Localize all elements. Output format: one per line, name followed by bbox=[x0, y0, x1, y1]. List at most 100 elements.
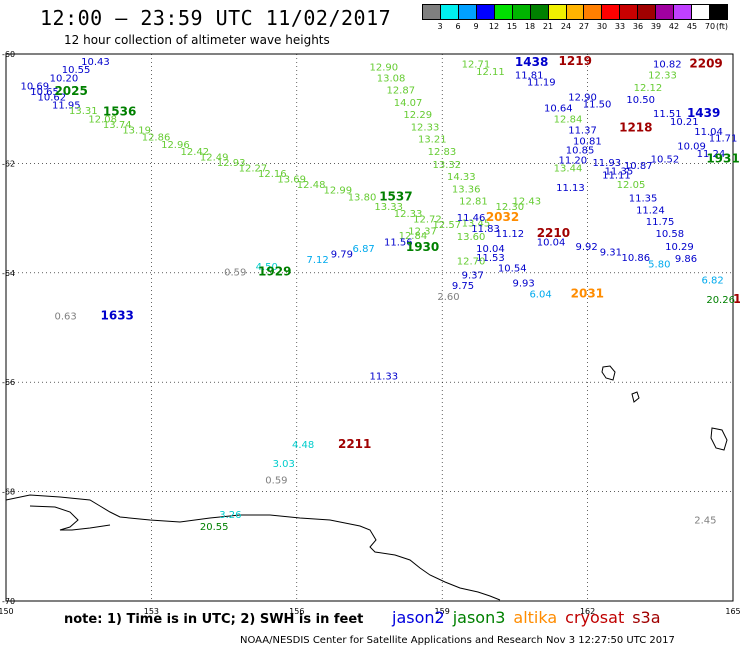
wave-height-label: 12.84 bbox=[554, 114, 583, 125]
wave-height-label: 20.55 bbox=[200, 522, 229, 533]
legend-label: 70 bbox=[704, 22, 716, 31]
satellite-name: jason3 bbox=[452, 608, 506, 627]
pass-time-label: 1537 bbox=[379, 190, 412, 204]
legend-label: 3 bbox=[437, 22, 443, 31]
wave-height-label: 12.87 bbox=[386, 85, 415, 96]
y-tick-label: -64 bbox=[2, 269, 15, 278]
wave-height-label: 12.12 bbox=[634, 83, 663, 94]
wave-height-label: 11.71 bbox=[709, 134, 738, 145]
legend-label: 42 bbox=[668, 22, 680, 31]
wave-height-label: 13.32 bbox=[433, 160, 462, 171]
wave-height-label: 2.60 bbox=[437, 292, 459, 303]
wave-height-label: 10.64 bbox=[544, 103, 573, 114]
legend-swatch bbox=[476, 5, 495, 19]
x-tick-label: 159 bbox=[435, 607, 450, 616]
wave-height-label: 13.69 bbox=[277, 175, 306, 186]
wave-height-label: 10.55 bbox=[62, 65, 91, 76]
legend-label: 36 bbox=[632, 22, 644, 31]
wave-height-label: 11.37 bbox=[568, 125, 597, 136]
wave-height-label: 10.82 bbox=[653, 60, 682, 71]
wave-height-label: 11.04 bbox=[694, 127, 723, 138]
legend-swatch bbox=[692, 5, 710, 19]
page-footer: NOAA/NESDIS Center for Satellite Applica… bbox=[240, 635, 675, 646]
wave-height-label: 12.43 bbox=[512, 196, 541, 207]
wave-height-label: 10.69 bbox=[21, 82, 50, 93]
wave-height-label: 12.86 bbox=[142, 132, 171, 143]
wave-height-label: 10.85 bbox=[566, 146, 595, 157]
legend-swatch bbox=[656, 5, 675, 19]
wave-height-label: 13.31 bbox=[69, 106, 98, 117]
wave-height-label: 12.33 bbox=[394, 209, 423, 220]
wave-height-label: 12.71 bbox=[462, 60, 491, 71]
legend-swatch bbox=[566, 5, 585, 19]
legend-swatch bbox=[602, 5, 621, 19]
wave-height-label: 12.33 bbox=[648, 71, 677, 82]
wave-height-label: 11.56 bbox=[384, 237, 413, 248]
wave-height-label: 14.07 bbox=[394, 98, 423, 109]
wave-height-label: 10.62 bbox=[38, 92, 67, 103]
wave-height-label: 10.58 bbox=[655, 229, 684, 240]
wave-height-label: 11.46 bbox=[457, 213, 486, 224]
color-scale-legend: 3 6 9 12 15 18 21 24 27 30 33 36 39 42 45 70 (ft) bbox=[422, 4, 728, 32]
pass-time-label: 1930 bbox=[406, 240, 439, 254]
y-tick-label: -68 bbox=[2, 488, 15, 497]
x-tick-label: 162 bbox=[580, 607, 595, 616]
wave-height-label: 11.50 bbox=[583, 100, 612, 111]
wave-height-label: 12.16 bbox=[258, 169, 287, 180]
wave-height-labels: 10.4310.5510.2010.6910.6510.62202511.951… bbox=[21, 54, 740, 533]
legend-label: 18 bbox=[524, 22, 536, 31]
wave-height-label: 6.82 bbox=[701, 276, 723, 287]
wave-height-label: 11.19 bbox=[527, 78, 556, 89]
map-frame bbox=[5, 53, 734, 602]
wave-height-label: 13.08 bbox=[377, 73, 406, 84]
pass-time-label: 2032 bbox=[486, 210, 519, 224]
wave-height-label: 3.26 bbox=[219, 510, 241, 521]
pass-time-label: 12 bbox=[733, 292, 740, 306]
antarctic-coastline bbox=[5, 494, 501, 601]
legend-swatch bbox=[440, 5, 459, 19]
wave-height-label: 13.33 bbox=[374, 202, 403, 213]
wave-height-label: 10.50 bbox=[626, 95, 655, 106]
wave-height-label: 11.93 bbox=[592, 158, 621, 169]
coastline bbox=[5, 365, 728, 601]
wave-height-label: 3.03 bbox=[273, 459, 295, 470]
graticule bbox=[5, 53, 734, 602]
legend-swatch bbox=[674, 5, 693, 19]
pass-time-label: 2210 bbox=[537, 226, 570, 240]
wave-height-label: 13.60 bbox=[457, 232, 486, 243]
wave-height-label: 12.83 bbox=[428, 147, 457, 158]
wave-height-label: 12.42 bbox=[180, 147, 209, 158]
legend-label: 12 bbox=[488, 22, 500, 31]
wave-height-label: 10.86 bbox=[622, 253, 651, 264]
wave-height-label: 10.81 bbox=[573, 136, 602, 147]
legend-swatch bbox=[584, 5, 603, 19]
wave-height-label: 10.52 bbox=[651, 154, 680, 165]
wave-height-label: 12.37 bbox=[408, 227, 437, 238]
wave-height-label: 11.53 bbox=[476, 253, 505, 264]
satellite-name: jason2 bbox=[392, 608, 445, 627]
wave-height-label: 13.21 bbox=[418, 135, 447, 146]
wave-height-label: 11.95 bbox=[52, 101, 81, 112]
x-tick-label: 165 bbox=[725, 607, 740, 616]
wave-height-label: 10.04 bbox=[476, 244, 505, 255]
wave-height-label: 6.87 bbox=[353, 244, 375, 255]
legend-swatch bbox=[710, 5, 727, 19]
x-tick-label: 153 bbox=[144, 607, 159, 616]
wave-height-label: 12.70 bbox=[457, 257, 486, 268]
pass-time-label: 1219 bbox=[559, 54, 592, 68]
wave-height-label: 12.90 bbox=[568, 92, 597, 103]
wave-height-label: 4.48 bbox=[292, 440, 314, 451]
satellite-name: s3a bbox=[632, 608, 661, 627]
legend-label: 21 bbox=[542, 22, 554, 31]
y-tick-label: -66 bbox=[2, 378, 15, 387]
wave-height-label: 0.63 bbox=[54, 311, 76, 322]
wave-height-label: 10.20 bbox=[50, 73, 79, 84]
island-1 bbox=[601, 365, 616, 381]
wave-height-label: 13.74 bbox=[103, 120, 132, 131]
wave-height-label: 9.31 bbox=[600, 247, 622, 258]
wave-height-label: 12.96 bbox=[161, 140, 190, 151]
wave-height-label: 10.09 bbox=[677, 142, 706, 153]
wave-height-label: 12.90 bbox=[370, 62, 399, 73]
legend-swatch bbox=[638, 5, 657, 19]
wave-height-label: 12.11 bbox=[476, 67, 505, 78]
